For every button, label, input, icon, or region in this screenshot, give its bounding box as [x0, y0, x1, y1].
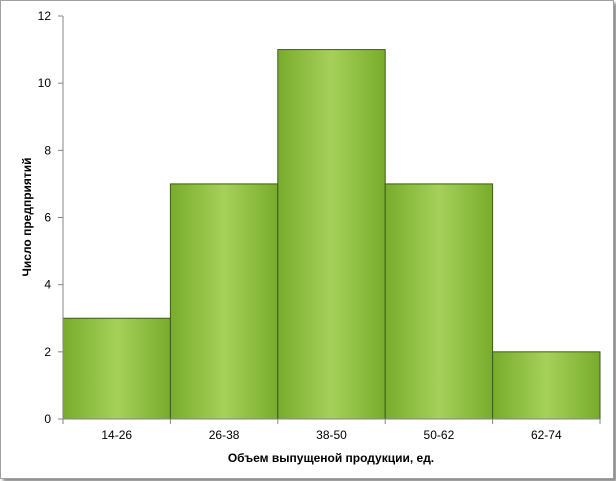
bar-14-26	[62, 317, 171, 420]
x-tick-label: 26-38	[209, 428, 240, 442]
x-tick-label: 62-74	[531, 428, 562, 442]
y-tick-label: 0	[44, 412, 51, 426]
axes-group	[58, 15, 601, 424]
bar-26-38	[169, 183, 279, 420]
x-axis-title: Объем выпущеной продукции, ед.	[228, 451, 434, 465]
y-tick-label: 6	[44, 211, 51, 225]
y-tick-label: 8	[44, 143, 51, 157]
y-tick-label: 12	[38, 9, 52, 23]
x-tick-label: 14-26	[101, 428, 132, 442]
bar-50-62	[384, 183, 494, 420]
y-tick-labels: 0 2 4 6 8 10 12	[38, 9, 52, 426]
x-tick-labels: 14-26 26-38 38-50 50-62 62-74	[101, 428, 562, 442]
y-axis-title: Число предприятий	[20, 157, 34, 276]
bar-38-50	[277, 49, 386, 420]
y-tick-label: 10	[38, 76, 52, 90]
y-tick-label: 4	[44, 278, 51, 292]
bars-group	[62, 49, 601, 420]
y-tick-label: 2	[44, 345, 51, 359]
x-tick-label: 50-62	[424, 428, 455, 442]
x-tick-label: 38-50	[316, 428, 347, 442]
bar-62-74	[492, 351, 601, 420]
